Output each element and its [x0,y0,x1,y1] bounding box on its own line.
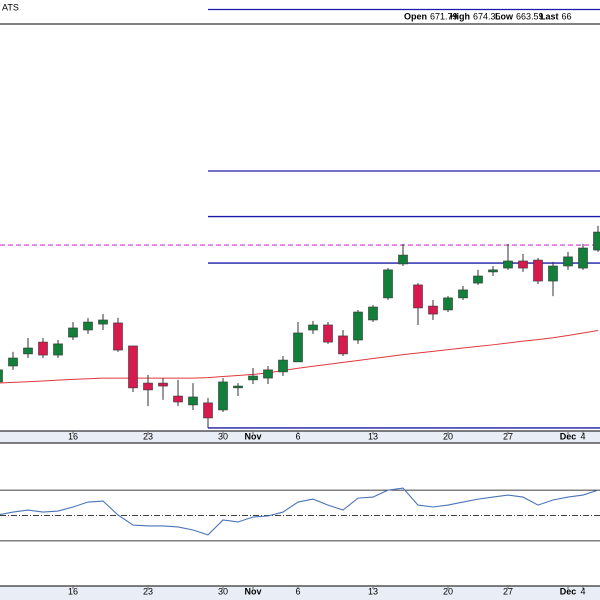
x-tick-label: 13 [368,431,378,441]
candle-body [323,324,333,343]
x-tick-label: 20 [443,431,453,441]
x-tick-label: 4 [580,586,585,596]
x-tick-label: Nov [244,586,261,596]
date-strip-lower [0,586,600,600]
candle-body [458,289,468,299]
candle-body [263,369,273,379]
candle-body [488,269,498,273]
candle-body [248,375,258,381]
indicator-line [0,487,599,536]
x-tick-label: Dec [560,586,577,596]
candle-body [443,297,453,311]
x-tick-label: 20 [443,586,453,596]
candle-body [383,269,393,299]
candle-body [338,335,348,355]
header-label: High [450,11,470,21]
candle-body [548,265,558,282]
x-tick-label: 30 [218,431,228,441]
candle-body [533,259,543,282]
x-tick-label: 16 [68,586,78,596]
candle-body [188,396,198,406]
candle-body [308,324,318,331]
chart-title: ATS [2,2,19,12]
candle-body [128,345,138,389]
candle-body [293,332,303,363]
header-label: Open [404,11,427,21]
x-tick-label: 4 [580,431,585,441]
header-label: Last [540,11,559,21]
header-label: Low [495,11,514,21]
x-tick-label: 23 [143,431,153,441]
header-value: 674.35 [473,11,501,21]
candle-body [68,327,78,338]
x-tick-label: 27 [503,586,513,596]
candle-body [83,321,93,331]
x-tick-label: 16 [68,431,78,441]
date-strip [0,431,600,443]
candle-body [353,311,363,341]
candle-body [38,341,48,356]
x-tick-label: 30 [218,586,228,596]
candle-body [578,247,588,269]
candle-body [428,305,438,315]
candle-body [0,369,3,383]
candle-body [218,381,228,411]
moving-average [0,329,599,384]
candle-body [158,382,168,387]
candle-body [368,306,378,321]
candle-body [593,231,600,251]
candle-body [398,254,408,265]
candle-body [98,319,108,325]
candle-body [113,322,123,351]
candle-body [23,347,33,355]
x-tick-label: 27 [503,431,513,441]
candle-body [563,256,573,267]
candle-body [473,275,483,284]
x-tick-label: 6 [295,431,300,441]
x-tick-label: 23 [143,586,153,596]
x-tick-label: 6 [295,586,300,596]
x-tick-label: Nov [244,431,261,441]
candle-body [8,357,18,367]
candle-body [53,343,63,356]
header-value: 671.79 [430,11,458,21]
candle-body [233,385,243,389]
candle-body [173,395,183,403]
x-tick-label: 13 [368,586,378,596]
candle-body [203,402,213,419]
header-value: 66 [562,11,572,21]
candle-body [278,359,288,373]
candle-body [503,260,513,269]
candle-body [413,284,423,309]
header-value: 663.59 [516,11,544,21]
candle-body [518,260,528,269]
candle-body [143,382,153,391]
x-tick-label: Dec [560,431,577,441]
